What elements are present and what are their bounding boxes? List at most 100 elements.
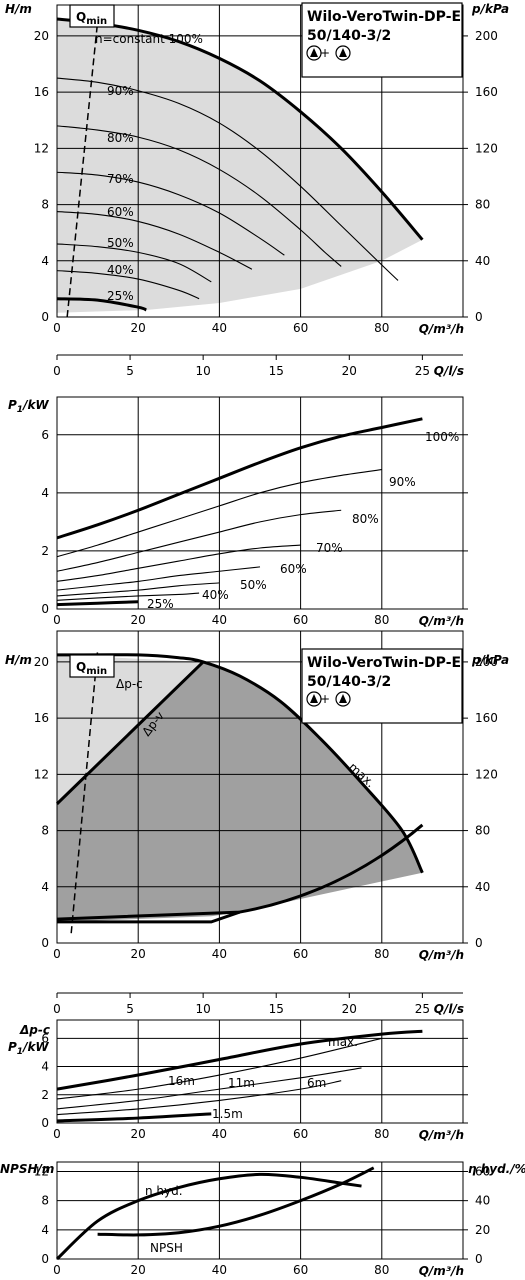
series-line bbox=[56, 243, 212, 283]
eta-label: η hyd. bbox=[145, 1184, 183, 1198]
x-tick-label: 0 bbox=[53, 1127, 61, 1141]
series-line bbox=[56, 125, 342, 267]
product-title: Wilo-VeroTwin-DP-E bbox=[307, 655, 461, 671]
y-tick-label: 4 bbox=[41, 1223, 49, 1237]
series-label: 60% bbox=[107, 205, 134, 219]
y-axis-top-label: Δp-c bbox=[19, 1023, 50, 1037]
series-label: 6m bbox=[307, 1076, 326, 1090]
y-tick-label: 0 bbox=[41, 1116, 49, 1130]
series-label: 40% bbox=[107, 263, 134, 277]
series-line bbox=[56, 582, 220, 597]
x-axis-label: Q/m³/h bbox=[419, 1264, 464, 1278]
qmin-box bbox=[69, 4, 115, 28]
series-line bbox=[56, 566, 261, 591]
x-tick-label: 80 bbox=[374, 613, 389, 627]
series-label: 90% bbox=[107, 84, 134, 98]
y-tick-label: 8 bbox=[41, 1194, 49, 1208]
lps-tick-label: 15 bbox=[269, 1002, 284, 1016]
lps-tick-label: 10 bbox=[196, 364, 211, 378]
y-tick-label: 8 bbox=[41, 198, 49, 212]
product-model: 50/140-3/2 bbox=[307, 28, 391, 44]
product-box bbox=[301, 648, 463, 724]
y-tick-label: 16 bbox=[34, 711, 49, 725]
y2-axis-label: η hyd./% bbox=[468, 1162, 525, 1176]
y2-tick-label: 80 bbox=[475, 198, 490, 212]
x-tick-label: 0 bbox=[53, 321, 61, 335]
series-label: 70% bbox=[316, 541, 343, 555]
series-label: 70% bbox=[107, 172, 134, 186]
y-axis-label: H/m bbox=[5, 653, 32, 667]
x-tick-label: 60 bbox=[293, 1263, 308, 1277]
series-line bbox=[56, 1067, 362, 1110]
lps-axis-label: Q/l/s bbox=[434, 1002, 464, 1016]
series-label: 60% bbox=[280, 562, 307, 576]
y-axis-label: NPSH/m bbox=[0, 1162, 54, 1176]
y2-tick-label: 40 bbox=[475, 254, 490, 268]
lps-tick-label: 15 bbox=[269, 364, 284, 378]
y-tick-label: 4 bbox=[41, 486, 49, 500]
x-tick-label: 40 bbox=[212, 321, 227, 335]
y2-tick-label: 0 bbox=[475, 310, 483, 324]
qmin-line bbox=[66, 21, 99, 318]
x-tick-label: 60 bbox=[293, 1127, 308, 1141]
series-line bbox=[56, 469, 382, 558]
x-tick-label: 20 bbox=[131, 613, 146, 627]
lps-tick-label: 20 bbox=[342, 1002, 357, 1016]
qmin-subscript: min bbox=[86, 666, 107, 677]
x-tick-label: 60 bbox=[293, 613, 308, 627]
series-label: 1.5m bbox=[212, 1107, 243, 1121]
dpv-line bbox=[55, 660, 205, 805]
series-label: 100% bbox=[425, 430, 459, 444]
pump-plus: + bbox=[320, 692, 330, 706]
x-tick-label: 0 bbox=[53, 613, 61, 627]
y2-tick-label: 160 bbox=[475, 711, 498, 725]
y2-tick-label: 40 bbox=[475, 880, 490, 894]
lps-tick-label: 20 bbox=[342, 364, 357, 378]
y-tick-label: 2 bbox=[41, 1088, 49, 1102]
y-axis-label-sub: 1 bbox=[17, 405, 23, 415]
lps-tick-label: 5 bbox=[126, 364, 134, 378]
series-label: 40% bbox=[202, 588, 229, 602]
series-line bbox=[56, 544, 301, 582]
power-control-modes-chart: 0 20 40 60 80 0 2 4 6 Q/m³/h max. 16m 11m 6m 1.5m Δp-c P… bbox=[8, 1019, 468, 1142]
series-line bbox=[56, 1037, 382, 1100]
series-line bbox=[56, 171, 285, 256]
qmin-box bbox=[69, 654, 115, 678]
series-label: 90% bbox=[389, 475, 416, 489]
series-line bbox=[97, 1166, 375, 1237]
y-tick-label: 0 bbox=[41, 310, 49, 324]
y2-tick-label: 200 bbox=[475, 655, 498, 669]
y2-tick-label: 120 bbox=[475, 767, 498, 781]
x-tick-label: 40 bbox=[212, 1263, 227, 1277]
plot-frame bbox=[56, 396, 464, 610]
product-box bbox=[301, 2, 463, 78]
x-tick-label: 20 bbox=[131, 321, 146, 335]
x-tick-label: 60 bbox=[293, 321, 308, 335]
y-tick-label: 0 bbox=[41, 1252, 49, 1266]
series-label: 50% bbox=[240, 578, 267, 592]
series-label: 80% bbox=[352, 512, 379, 526]
pump-triangle-icon bbox=[310, 48, 318, 57]
y2-tick-label: 80 bbox=[475, 824, 490, 838]
power-constant-speed-chart: 0 20 40 60 80 0 2 4 6 Q/m³/h 100% 90% 80% 70% 60% 50% 40… bbox=[8, 396, 468, 628]
max-curve bbox=[56, 653, 424, 874]
series-label: 80% bbox=[107, 131, 134, 145]
flow-lps-axis: 0 5 10 15 20 25 Q/l/s bbox=[53, 992, 464, 1016]
lps-tick-label: 25 bbox=[415, 1002, 430, 1016]
y2-tick-label: 160 bbox=[475, 85, 498, 99]
x-tick-label: 20 bbox=[131, 1127, 146, 1141]
y2-tick-label: 0 bbox=[475, 1252, 483, 1266]
qmin-line bbox=[70, 650, 99, 934]
product-model: 50/140-3/2 bbox=[307, 674, 391, 690]
series-line bbox=[56, 211, 253, 270]
x-tick-label: 0 bbox=[53, 947, 61, 961]
head-control-modes-chart: 0 20 40 60 8004812162004080120160200Q/m³/hΔp… bbox=[5, 630, 509, 962]
x-tick-label: 40 bbox=[212, 947, 227, 961]
series-line bbox=[56, 417, 423, 540]
lps-tick-label: 0 bbox=[53, 364, 61, 378]
series-line bbox=[56, 592, 200, 601]
y-axis-label: H/m bbox=[5, 2, 32, 16]
lps-tick-label: 0 bbox=[53, 1002, 61, 1016]
series-line bbox=[56, 1080, 342, 1116]
